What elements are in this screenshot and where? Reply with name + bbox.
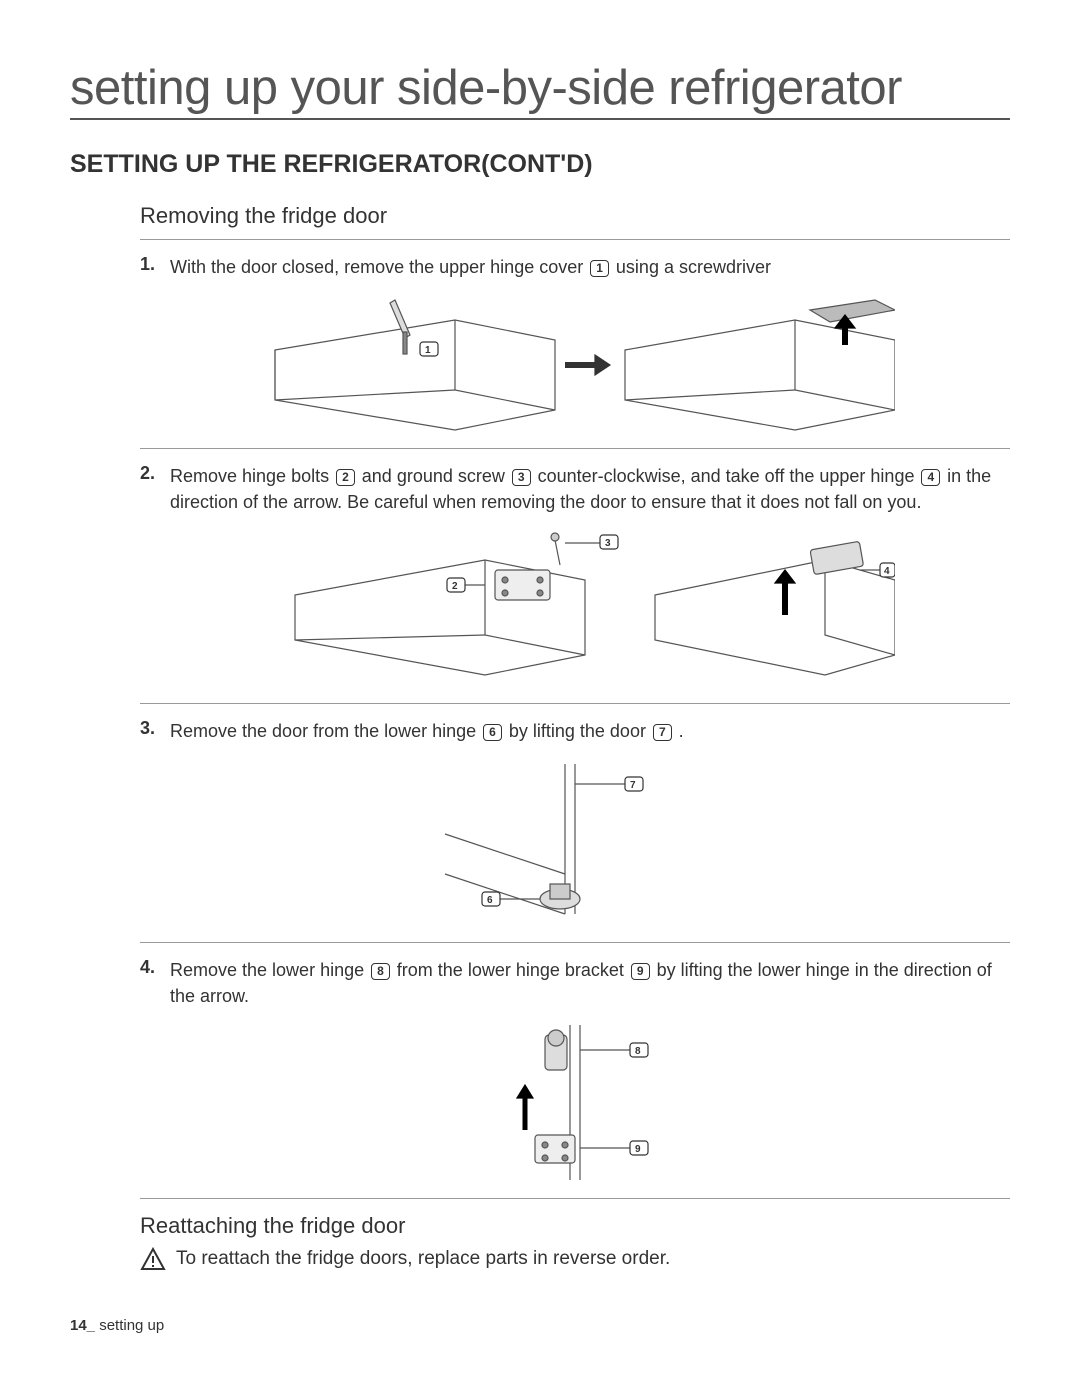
step-text: With the door closed, remove the upper h… — [170, 254, 771, 280]
figure-step4: 8 9 — [140, 1020, 1010, 1190]
text-fragment: Remove hinge bolts — [170, 466, 334, 486]
figure-step2: 3 2 4 — [140, 525, 1010, 695]
caution-row: To reattach the fridge doors, replace pa… — [140, 1247, 1010, 1271]
page-footer: 14_ setting up — [70, 1317, 164, 1334]
callout-7: 7 — [653, 724, 672, 741]
fig-callout-2: 2 — [452, 581, 458, 592]
figure-step1: 1 — [140, 290, 1010, 440]
content-area: Removing the fridge door 1. With the doo… — [140, 203, 1010, 1271]
step-3: 3. Remove the door from the lower hinge … — [140, 718, 1010, 744]
fig-callout-6: 6 — [487, 895, 493, 906]
caution-icon — [140, 1247, 166, 1271]
step-4: 4. Remove the lower hinge 8 from the low… — [140, 957, 1010, 1009]
text-fragment: from the lower hinge bracket — [392, 960, 629, 980]
callout-8: 8 — [371, 963, 390, 980]
fig-callout-8: 8 — [635, 1046, 641, 1057]
callout-1: 1 — [590, 260, 609, 277]
callout-2: 2 — [336, 469, 355, 486]
callout-6: 6 — [483, 724, 502, 741]
text-fragment: and ground screw — [357, 466, 510, 486]
page-title: setting up your side-by-side refrigerato… — [70, 60, 1010, 120]
page-number: 14_ — [70, 1317, 95, 1334]
footer-label: setting up — [95, 1317, 164, 1334]
divider — [140, 448, 1010, 449]
divider — [140, 703, 1010, 704]
fig-callout-4: 4 — [884, 566, 890, 577]
callout-4: 4 — [921, 469, 940, 486]
step-number: 1. — [140, 254, 170, 280]
step-text: Remove the door from the lower hinge 6 b… — [170, 718, 684, 744]
divider — [140, 239, 1010, 240]
text-fragment: using a screwdriver — [611, 257, 771, 277]
fig-callout-3: 3 — [605, 538, 611, 549]
step-2: 2. Remove hinge bolts 2 and ground screw… — [140, 463, 1010, 515]
step-number: 3. — [140, 718, 170, 744]
callout-3: 3 — [512, 469, 531, 486]
fig-callout-1: 1 — [425, 345, 431, 356]
subheading-reattaching: Reattaching the fridge door — [140, 1213, 1010, 1239]
callout-9: 9 — [631, 963, 650, 980]
text-fragment: Remove the door from the lower hinge — [170, 721, 481, 741]
step-text: Remove hinge bolts 2 and ground screw 3 … — [170, 463, 1010, 515]
caution-text: To reattach the fridge doors, replace pa… — [176, 1248, 670, 1270]
figure-step3: 7 6 — [140, 754, 1010, 934]
subheading-removing: Removing the fridge door — [140, 203, 1010, 229]
divider — [140, 942, 1010, 943]
fig-callout-7: 7 — [630, 780, 636, 791]
section-heading: SETTING UP THE REFRIGERATOR(CONT'D) — [70, 150, 1010, 179]
step-number: 2. — [140, 463, 170, 515]
fig-callout-9: 9 — [635, 1144, 641, 1155]
text-fragment: Remove the lower hinge — [170, 960, 369, 980]
text-fragment: by lifting the door — [504, 721, 651, 741]
step-1: 1. With the door closed, remove the uppe… — [140, 254, 1010, 280]
text-fragment: . — [674, 721, 684, 741]
text-fragment: counter-clockwise, and take off the uppe… — [533, 466, 920, 486]
step-text: Remove the lower hinge 8 from the lower … — [170, 957, 1010, 1009]
step-number: 4. — [140, 957, 170, 1009]
text-fragment: With the door closed, remove the upper h… — [170, 257, 588, 277]
divider — [140, 1198, 1010, 1199]
